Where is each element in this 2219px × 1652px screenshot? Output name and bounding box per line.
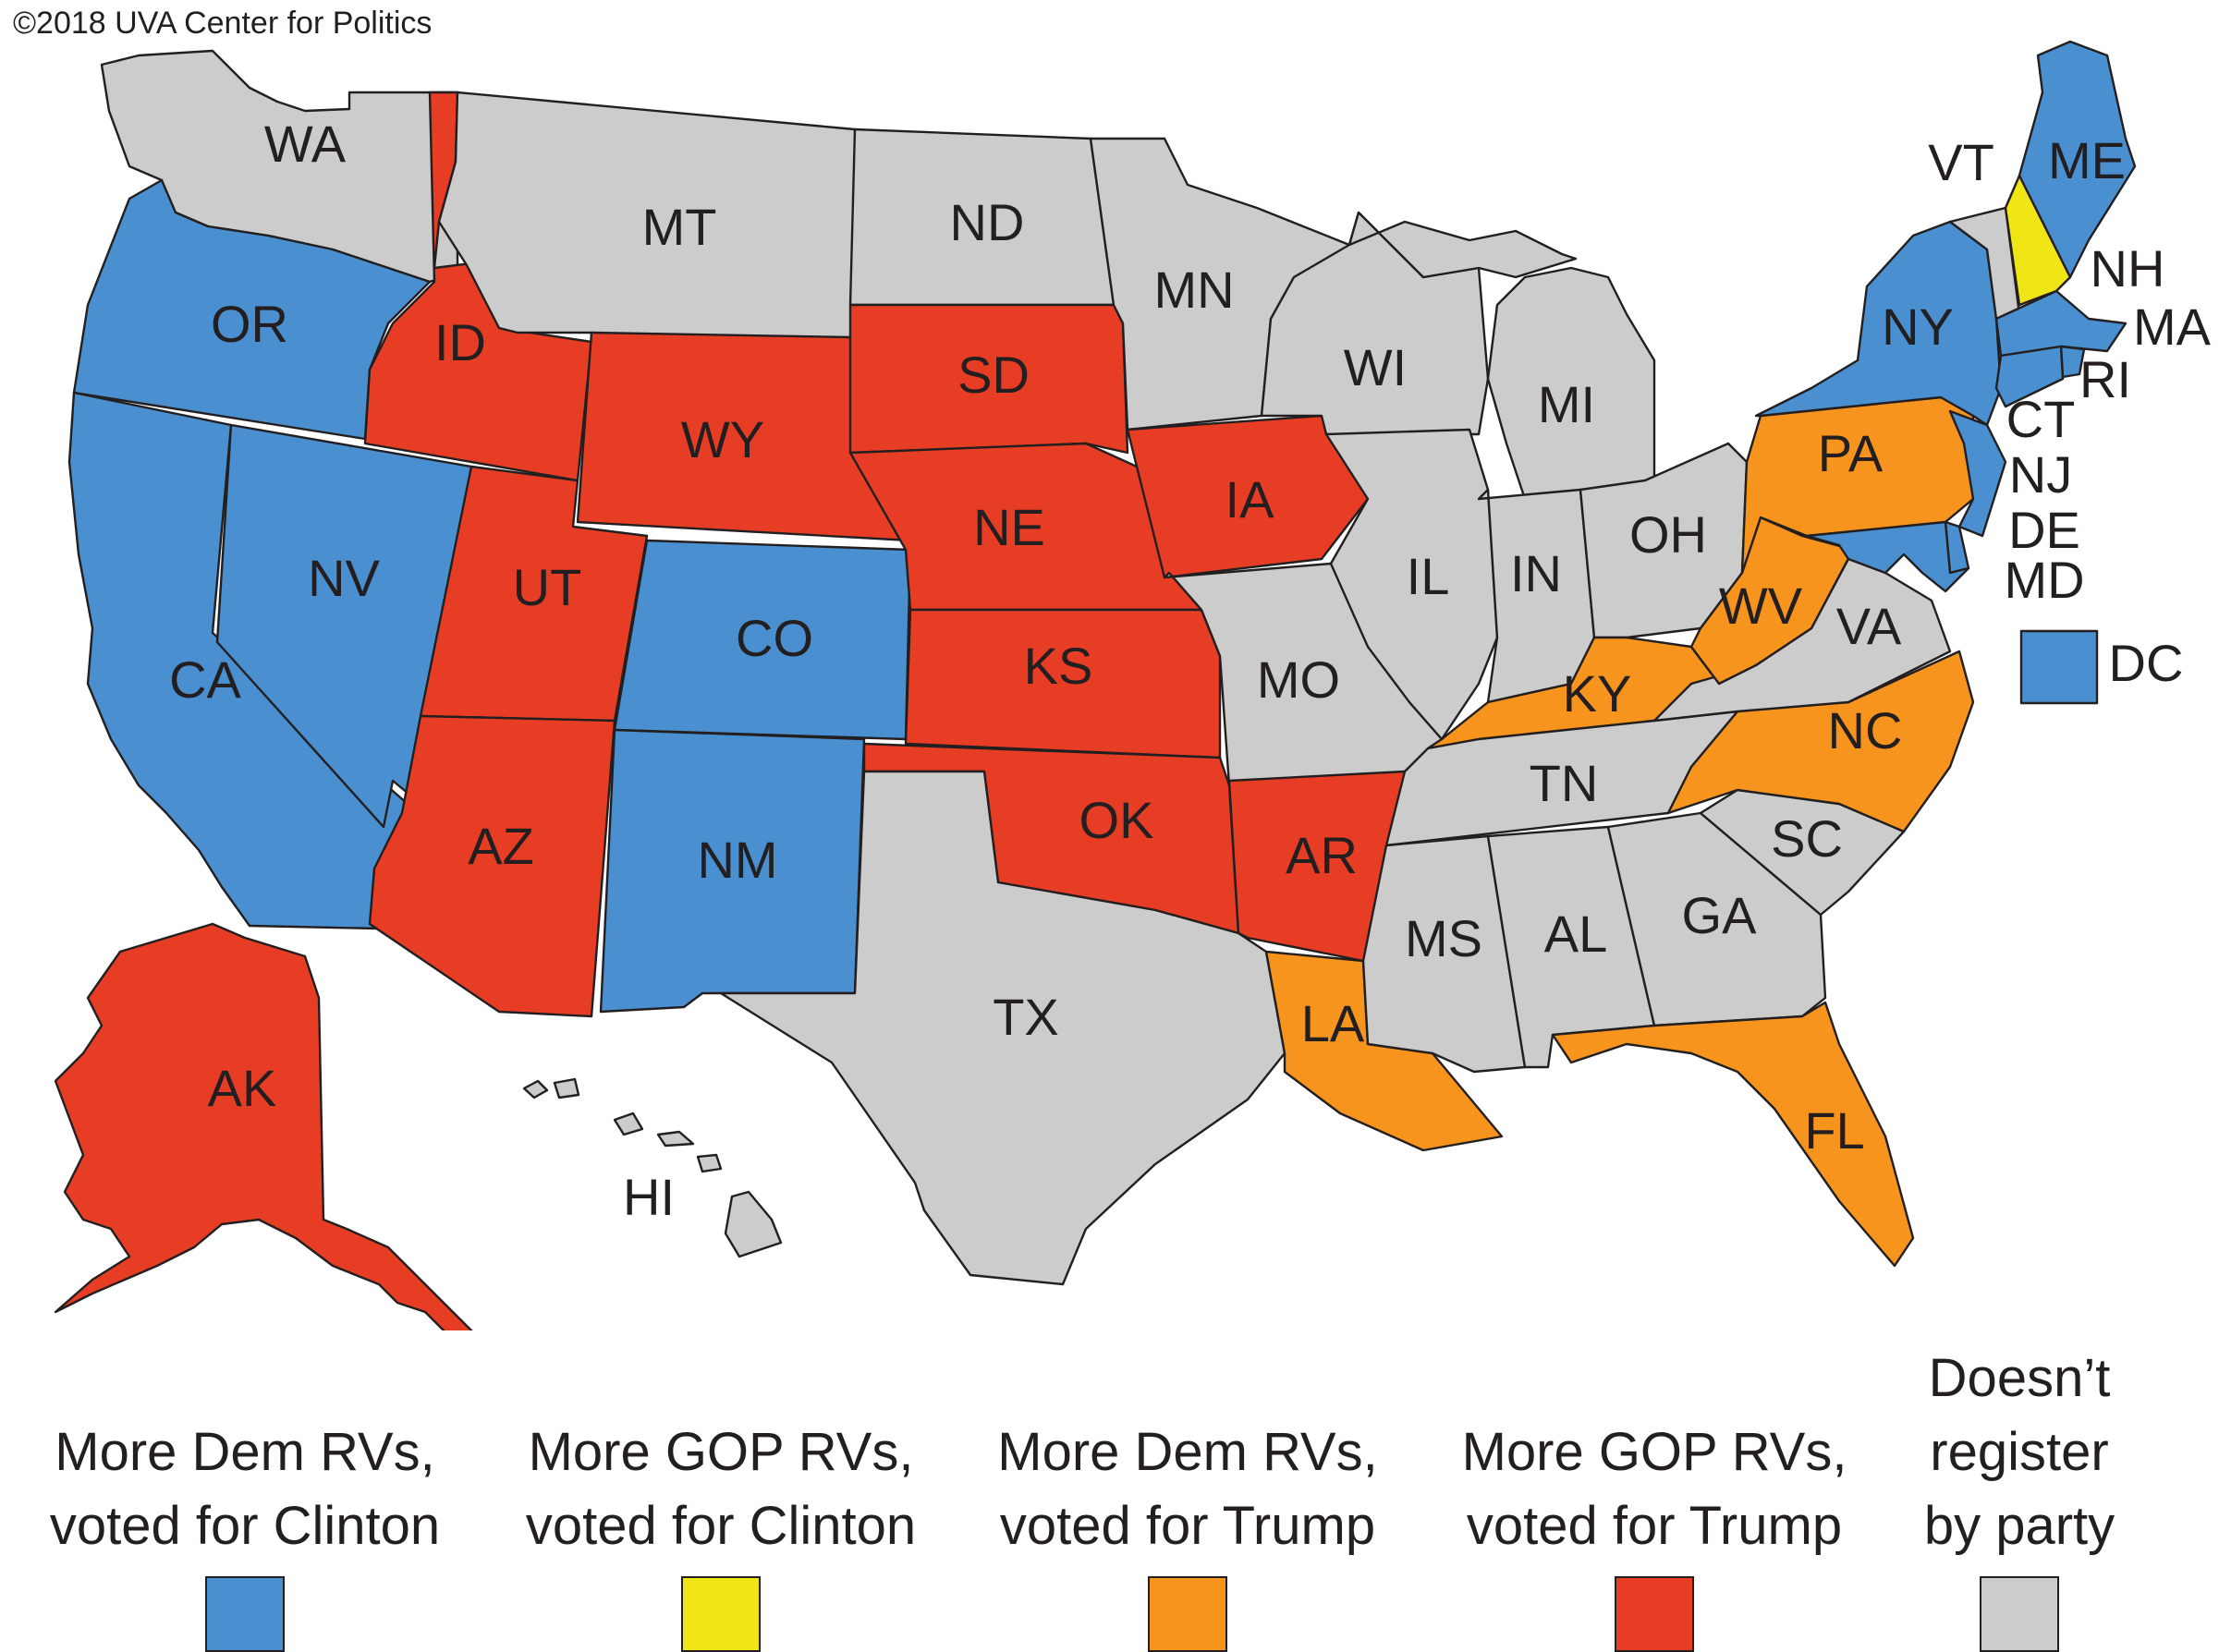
label-TX: TX [993, 988, 1059, 1046]
label-AZ: AZ [468, 817, 534, 875]
label-LA: LA [1301, 994, 1365, 1052]
label-GA: GA [1682, 886, 1758, 944]
label-ME: ME [2048, 131, 2126, 189]
legend-swatch [1980, 1576, 2059, 1652]
us-map: WA OR CA NV ID MT WY UT AZ CO NM ND SD N… [54, 40, 2212, 1330]
state-ME[interactable] [2018, 40, 2137, 279]
label-MI: MI [1538, 375, 1595, 433]
legend-label: More GOP RVs, voted for Trump [1461, 1422, 1847, 1556]
label-WI: WI [1344, 338, 1407, 396]
label-VA: VA [1836, 597, 1902, 655]
label-IL: IL [1407, 547, 1450, 605]
label-MT: MT [642, 198, 717, 256]
state-WI[interactable] [1260, 211, 1490, 436]
label-AR: AR [1286, 826, 1358, 884]
state-CT[interactable] [1994, 345, 2065, 408]
label-MD: MD [2004, 551, 2084, 609]
label-PA: PA [1818, 424, 1884, 482]
label-AL: AL [1544, 905, 1608, 963]
label-ND: ND [950, 193, 1025, 251]
label-ID: ID [434, 313, 486, 371]
label-UT: UT [513, 558, 582, 616]
label-OR: OR [211, 295, 288, 353]
label-IA: IA [1225, 470, 1275, 528]
label-NM: NM [697, 831, 777, 889]
label-OH: OH [1629, 505, 1707, 564]
label-NH: NH [2091, 239, 2165, 298]
label-MN: MN [1153, 261, 1234, 319]
label-NE: NE [973, 498, 1045, 556]
state-NJ[interactable] [1948, 409, 2007, 538]
state-HI-4[interactable] [656, 1130, 695, 1148]
legend-item-no-party: Doesn’t register by party [1876, 1342, 2163, 1652]
label-SD: SD [957, 346, 1030, 404]
label-MO: MO [1257, 650, 1340, 709]
state-TX[interactable] [719, 770, 1286, 1286]
label-KY: KY [1563, 664, 1632, 723]
label-WV: WV [1719, 577, 1803, 635]
state-KS[interactable] [904, 608, 1222, 759]
legend-item-gop-clinton: More GOP RVs, voted for Clinton [504, 1415, 938, 1652]
state-HI-2[interactable] [553, 1077, 580, 1099]
state-FL[interactable] [1551, 1001, 1915, 1268]
label-IN: IN [1510, 544, 1562, 602]
legend-label: More Dem RVs, voted for Clinton [49, 1422, 441, 1556]
state-DC[interactable] [2019, 629, 2099, 705]
legend-swatch [681, 1576, 761, 1652]
legend-swatch [205, 1576, 285, 1652]
state-MD[interactable] [1805, 520, 1970, 593]
label-DE: DE [2008, 501, 2080, 559]
label-KS: KS [1024, 637, 1093, 695]
credit-text: ©2018 UVA Center for Politics [13, 6, 433, 41]
state-AK[interactable] [54, 922, 481, 1330]
legend-item-gop-trump: More GOP RVs, voted for Trump [1437, 1415, 1872, 1652]
label-CA: CA [169, 650, 241, 709]
state-labels: WA OR CA NV ID MT WY UT AZ CO NM ND SD N… [169, 115, 2212, 1226]
label-AK: AK [208, 1059, 277, 1117]
label-DC: DC [2109, 634, 2184, 692]
legend-item-dem-trump: More Dem RVs, voted for Trump [970, 1415, 1405, 1652]
label-OK: OK [1079, 791, 1154, 849]
state-MI[interactable] [1486, 266, 1656, 501]
label-RI: RI [2079, 350, 2131, 408]
state-AZ[interactable] [368, 714, 616, 1018]
label-NJ: NJ [2009, 445, 2072, 504]
state-OR[interactable] [72, 178, 432, 441]
label-MS: MS [1405, 909, 1482, 967]
state-HI-3[interactable] [613, 1111, 644, 1136]
legend: More Dem RVs, voted for Clinton More GOP… [0, 1330, 2219, 1652]
legend-swatch [1615, 1576, 1694, 1652]
label-CO: CO [736, 609, 813, 667]
legend-swatch [1148, 1576, 1227, 1652]
legend-label: Doesn’t register by party [1923, 1348, 2115, 1556]
label-FL: FL [1804, 1101, 1864, 1160]
legend-item-dem-clinton: More Dem RVs, voted for Clinton [28, 1415, 462, 1652]
label-WA: WA [264, 115, 347, 173]
label-TN: TN [1530, 754, 1599, 812]
label-CT: CT [2006, 390, 2076, 448]
state-NY[interactable] [1754, 220, 2003, 427]
label-NY: NY [1882, 298, 1954, 356]
state-NM[interactable] [599, 728, 866, 1014]
state-NC[interactable] [1666, 650, 1975, 833]
state-HI-1[interactable] [522, 1079, 549, 1099]
label-NV: NV [308, 549, 380, 607]
label-MA: MA [2133, 298, 2212, 356]
legend-label: More Dem RVs, voted for Trump [997, 1422, 1378, 1556]
label-SC: SC [1771, 809, 1843, 868]
legend-label: More GOP RVs, voted for Clinton [525, 1422, 917, 1556]
state-MI-UP[interactable] [1347, 211, 1578, 279]
label-WY: WY [681, 410, 764, 468]
state-NH[interactable] [2004, 174, 2072, 307]
state-HI-6[interactable] [724, 1190, 783, 1258]
label-HI: HI [623, 1168, 675, 1226]
state-HI-5[interactable] [696, 1153, 723, 1173]
label-VT: VT [1928, 133, 1994, 191]
label-NC: NC [1828, 701, 1903, 759]
